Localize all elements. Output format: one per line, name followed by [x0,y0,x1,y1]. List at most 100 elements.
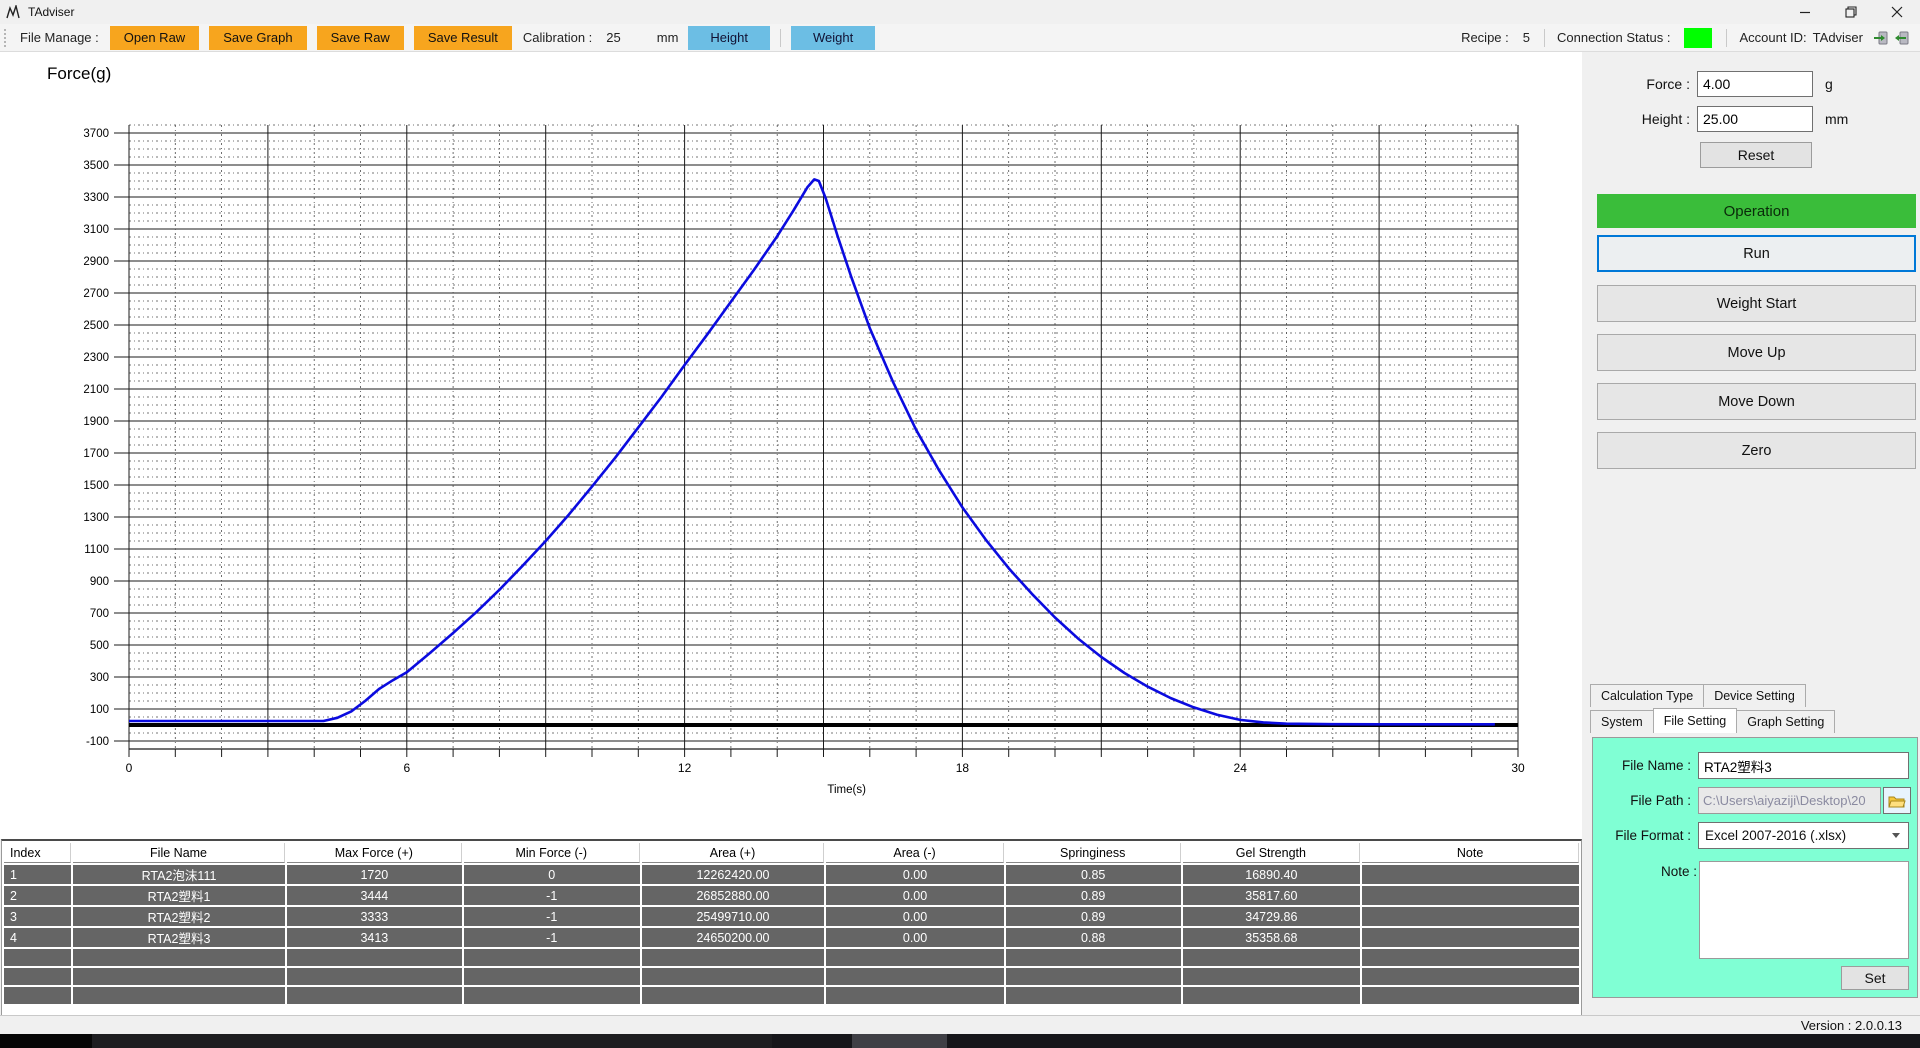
tab-file-setting[interactable]: File Setting [1652,708,1738,733]
run-button[interactable]: Run [1597,235,1916,272]
table-cell: RTA2塑料3 [73,928,286,947]
table-cell [1362,907,1579,926]
y-axis-title: Force(g) [47,64,112,83]
column-header[interactable]: Gel Strength [1182,843,1361,863]
status-bar: Version : 2.0.0.13 [0,1015,1920,1034]
table-cell: 16890.40 [1182,865,1361,884]
svg-text:3100: 3100 [83,224,109,236]
save-result-button[interactable]: Save Result [413,25,512,50]
column-header[interactable]: Index [4,843,72,863]
note-textarea[interactable] [1699,861,1909,959]
table-row[interactable] [4,949,1579,966]
column-header[interactable]: File Name [73,843,286,863]
force-time-chart: -100100300500700900110013001500170019002… [83,124,1525,796]
calibration-value[interactable]: 25 [606,30,621,45]
file-name-input[interactable] [1698,752,1909,779]
svg-text:0: 0 [126,761,133,775]
weight-mode-button[interactable]: Weight [791,25,876,50]
title-bar: TAdviser [0,0,1920,24]
column-header[interactable]: Area (-) [826,843,1004,863]
table-cell [1182,949,1361,966]
restore-button[interactable] [1828,0,1874,24]
table-cell [463,968,640,985]
tab-system[interactable]: System [1590,710,1654,733]
svg-text:-100: -100 [86,736,109,748]
table-cell [4,968,72,985]
svg-text:Time(s): Time(s) [827,784,866,796]
table-cell [1005,949,1181,966]
svg-text:18: 18 [956,761,970,775]
table-cell: RTA2塑料2 [73,907,286,926]
table-cell: 0.88 [1005,928,1181,947]
save-raw-button[interactable]: Save Raw [316,25,404,50]
file-format-select[interactable]: Excel 2007-2016 (.xlsx) [1698,822,1909,849]
column-header[interactable]: Max Force (+) [287,843,462,863]
column-header[interactable]: Springiness [1005,843,1181,863]
recipe-value: 5 [1522,30,1530,45]
table-row[interactable] [4,987,1579,1004]
file-path-label: File Path : [1630,793,1691,808]
table-cell: -1 [463,886,640,905]
table-cell [1182,987,1361,1004]
toolbar: File Manage : Open Raw Save Graph Save R… [0,24,1920,52]
table-cell [73,949,286,966]
table-cell: 3444 [287,886,462,905]
login-icon[interactable] [1873,30,1889,46]
svg-text:300: 300 [90,672,109,684]
table-cell [826,987,1004,1004]
open-raw-button[interactable]: Open Raw [109,25,200,50]
toolbar-separator [780,28,781,47]
logout-icon[interactable] [1894,30,1910,46]
svg-text:2500: 2500 [83,320,109,332]
toolbar-separator [1544,28,1545,47]
tab-device-setting[interactable]: Device Setting [1703,684,1806,707]
table-cell: 35358.68 [1182,928,1361,947]
force-input[interactable] [1697,71,1813,97]
table-cell [1362,949,1579,966]
svg-text:12: 12 [678,761,692,775]
file-manage-label: File Manage : [20,30,99,45]
height-mode-button[interactable]: Height [688,25,770,50]
table-cell [463,949,640,966]
column-header[interactable]: Min Force (-) [463,843,640,863]
table-row[interactable]: 4 RTA2塑料3 3413 -1 24650200.00 0.00 0.88 35358.6… [4,928,1579,947]
table-cell [4,949,72,966]
results-table: Index File Name Max Force (+) Min Force (-)… [2,841,1581,1006]
svg-text:6: 6 [403,761,410,775]
svg-text:2100: 2100 [83,384,109,396]
svg-text:1300: 1300 [83,512,109,524]
table-cell: 0.00 [826,886,1004,905]
svg-text:1900: 1900 [83,416,109,428]
table-cell [1362,987,1579,1004]
reset-button[interactable]: Reset [1700,142,1812,168]
chart-panel: Force(g) -100 100 300 500 700 900 1100 1300 1500… [0,52,1582,839]
height-input[interactable] [1697,106,1813,132]
folder-icon [1888,796,1906,807]
move-up-button[interactable]: Move Up [1597,334,1916,371]
table-row[interactable]: 2 RTA2塑料1 3444 -1 26852880.00 0.00 0.89 35817.6… [4,886,1579,905]
table-cell [73,987,286,1004]
table-cell: 12262420.00 [641,865,825,884]
table-cell [4,987,72,1004]
table-row[interactable]: 3 RTA2塑料2 3333 -1 25499710.00 0.00 0.89 34729.8… [4,907,1579,926]
force-label: Force : [1646,76,1690,92]
set-button[interactable]: Set [1841,966,1909,990]
move-down-button[interactable]: Move Down [1597,383,1916,420]
table-row[interactable] [4,968,1579,985]
file-name-label: File Name : [1621,758,1691,773]
save-graph-button[interactable]: Save Graph [209,25,307,50]
table-cell [73,968,286,985]
taskbar[interactable] [0,1034,1920,1048]
minimize-button[interactable] [1782,0,1828,24]
table-row[interactable]: 1 RTA2泡沫111 1720 0 12262420.00 0.00 0.85 16890.… [4,865,1579,884]
tab-calculation-type[interactable]: Calculation Type [1590,684,1705,707]
tab-graph-setting[interactable]: Graph Setting [1736,710,1836,733]
browse-folder-button[interactable] [1883,787,1911,814]
svg-text:3300: 3300 [83,192,109,204]
table-cell [1182,968,1361,985]
weight-start-button[interactable]: Weight Start [1597,285,1916,322]
close-button[interactable] [1874,0,1920,24]
column-header[interactable]: Area (+) [641,843,825,863]
column-header[interactable]: Note [1362,843,1579,863]
zero-button[interactable]: Zero [1597,432,1916,469]
